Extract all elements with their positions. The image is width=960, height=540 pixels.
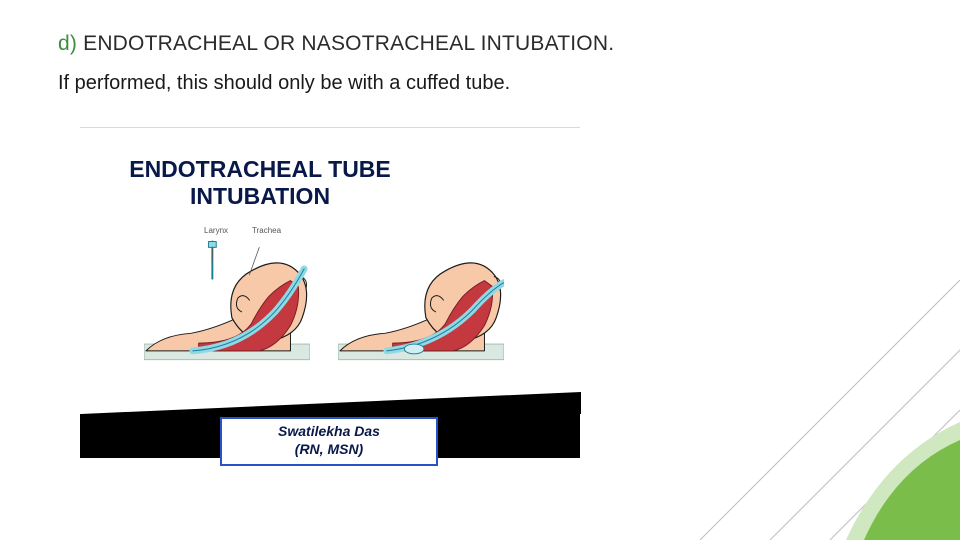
embedded-figure: ENDOTRACHEAL TUBE INTUBATION Larynx Trac… — [80, 127, 580, 478]
figure-title-line1: ENDOTRACHEAL TUBE — [129, 156, 391, 182]
heading-prefix: d) — [58, 32, 83, 55]
author-line1: Swatilekha Das — [278, 423, 380, 439]
figure-title: ENDOTRACHEAL TUBE INTUBATION — [80, 156, 440, 210]
black-wedge — [81, 392, 581, 414]
corner-decoration — [660, 240, 960, 540]
figure-title-line2: INTUBATION — [190, 183, 330, 209]
slide-subline: If performed, this should only be with a… — [58, 72, 510, 95]
author-box: Swatilekha Das (RN, MSN) — [220, 417, 438, 466]
diagram-right — [338, 240, 504, 370]
slide-heading: d) ENDOTRACHEAL OR NASOTRACHEAL INTUBATI… — [58, 32, 614, 56]
author-line2: (RN, MSN) — [295, 441, 363, 457]
diagram-left — [144, 240, 310, 370]
diagram-row — [144, 230, 504, 370]
heading-text: ENDOTRACHEAL OR NASOTRACHEAL INTUBATION. — [83, 32, 614, 55]
